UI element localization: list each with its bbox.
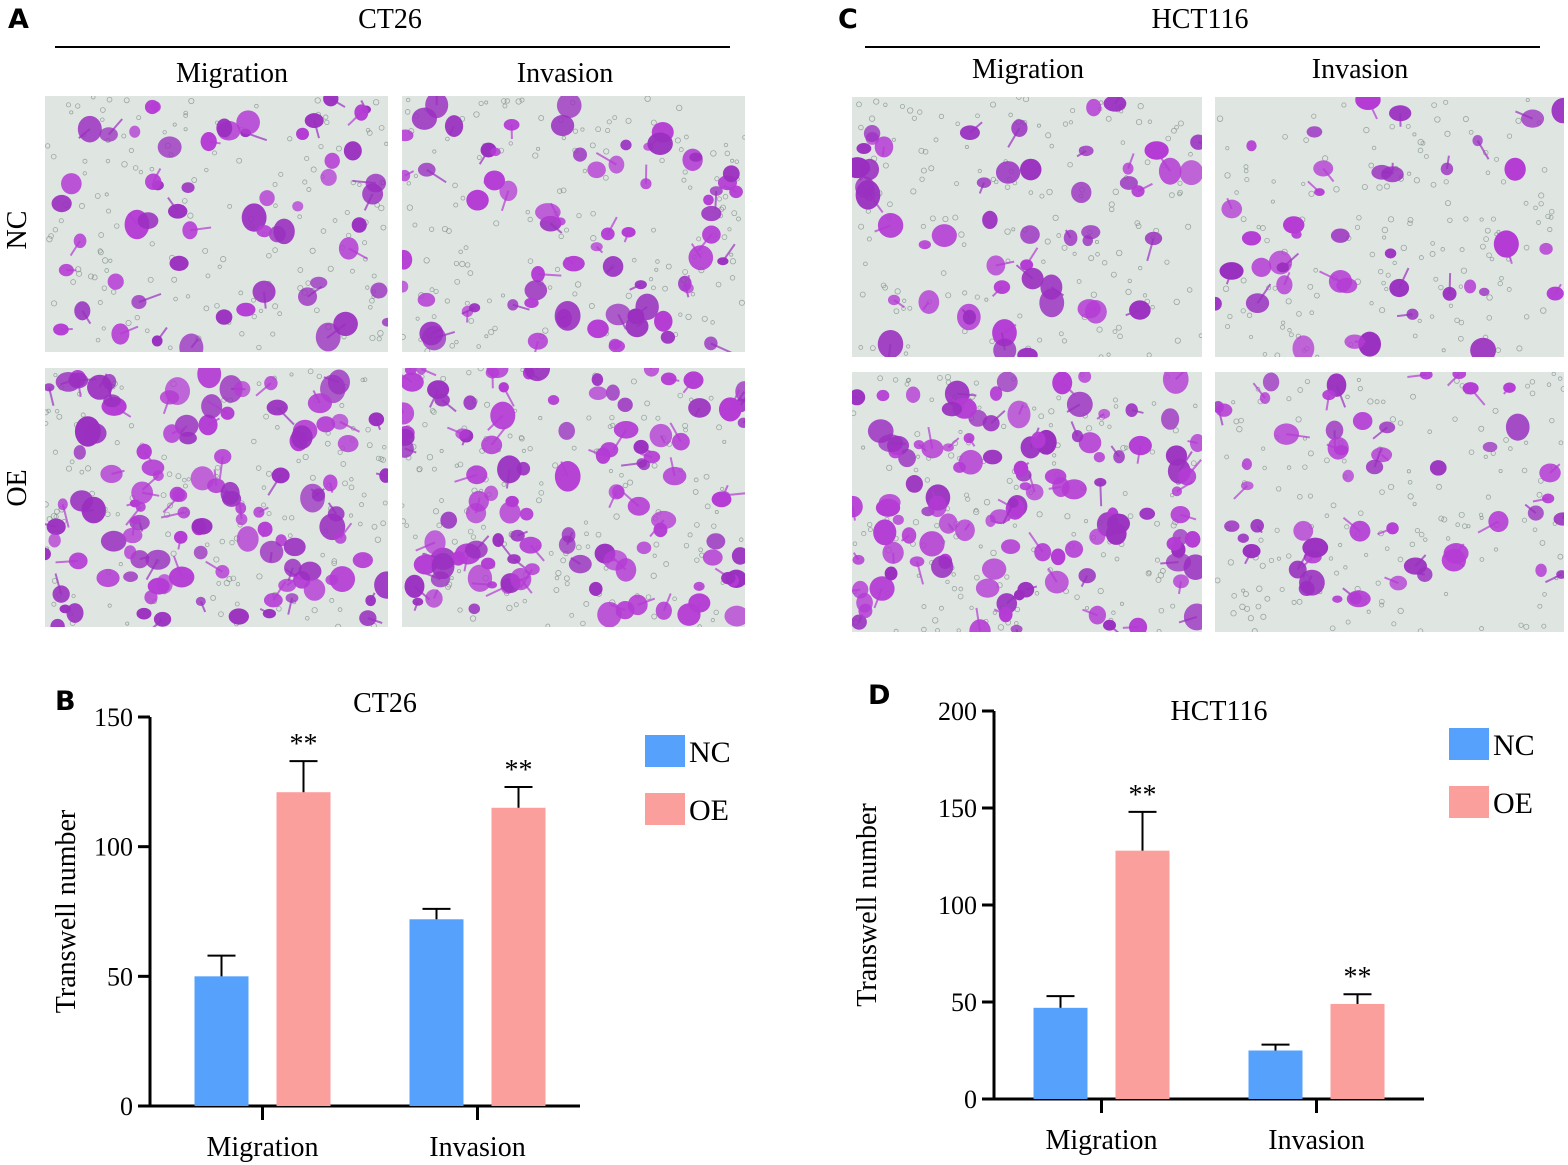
bar-oe — [492, 808, 546, 1106]
micrograph-a-nc-invasion — [402, 96, 745, 352]
panel-a-row-nc: NC — [2, 200, 34, 260]
panel-a-title: CT26 — [290, 4, 490, 36]
y-axis-label: Transwell number — [51, 809, 82, 1013]
significance-mark: ** — [505, 755, 533, 786]
legend-swatch-nc — [645, 735, 685, 767]
panel-c-col-invasion: Invasion — [1220, 54, 1500, 86]
panel-c-rule — [865, 46, 1540, 48]
y-tick-label: 0 — [120, 1092, 133, 1121]
panel-letter-a: A — [8, 4, 29, 35]
panel-a-rule — [55, 46, 730, 48]
micrograph-c-nc-migration — [852, 97, 1202, 357]
y-tick-label: 50 — [107, 962, 133, 991]
panel-letter-c: C — [838, 4, 858, 35]
micrograph-a-oe-migration — [45, 368, 388, 627]
chart-title: HCT116 — [1171, 696, 1268, 727]
micrograph-c-oe-invasion — [1215, 372, 1564, 632]
significance-mark: ** — [1129, 780, 1157, 811]
micrograph-c-nc-invasion — [1215, 97, 1564, 357]
panel-a-col-migration: Migration — [92, 58, 372, 90]
x-tick-label: Migration — [207, 1132, 319, 1163]
bar-nc — [410, 919, 464, 1106]
legend-label-oe: OE — [1493, 787, 1533, 820]
bar-oe — [277, 792, 331, 1106]
y-tick-label: 150 — [938, 794, 977, 823]
bar-oe — [1116, 851, 1170, 1099]
chart-b: CT26 Transwell number 0 50 100 150 Migration In… — [0, 650, 784, 1160]
chart-svg: HCT116 Transwell number 0 50 100 150 200 Migrat… — [784, 650, 1568, 1160]
legend-swatch-nc — [1449, 728, 1489, 760]
y-axis-label: Transwell number — [852, 803, 883, 1007]
legend-label-nc: NC — [1493, 729, 1535, 762]
legend-swatch-oe — [645, 793, 685, 825]
x-tick-label: Migration — [1046, 1125, 1158, 1156]
y-tick-label: 0 — [964, 1085, 977, 1114]
panel-a-row-oe: OE — [2, 458, 34, 518]
panel-c-title: HCT116 — [1100, 4, 1300, 36]
legend-label-oe: OE — [689, 794, 729, 827]
y-tick-label: 100 — [94, 833, 133, 862]
legend-label-nc: NC — [689, 736, 731, 769]
y-tick-label: 200 — [938, 697, 977, 726]
panel-a-col-invasion: Invasion — [425, 58, 705, 90]
micrograph-a-oe-invasion — [402, 368, 745, 627]
x-tick-label: Invasion — [1268, 1125, 1364, 1156]
chart-d: HCT116 Transwell number 0 50 100 150 200 Migrat… — [784, 650, 1568, 1160]
legend-swatch-oe — [1449, 786, 1489, 818]
bar-oe — [1331, 1004, 1385, 1099]
micrograph-a-nc-migration — [45, 96, 388, 352]
significance-mark: ** — [1344, 962, 1372, 993]
micrograph-c-oe-migration — [852, 372, 1202, 632]
panel-c-col-migration: Migration — [888, 54, 1168, 86]
bar-nc — [1249, 1051, 1303, 1100]
x-tick-label: Invasion — [429, 1132, 525, 1163]
y-tick-label: 150 — [94, 703, 133, 732]
y-tick-label: 100 — [938, 891, 977, 920]
bar-nc — [1034, 1008, 1088, 1099]
y-tick-label: 50 — [951, 988, 977, 1017]
chart-title: CT26 — [353, 688, 417, 719]
significance-mark: ** — [290, 729, 318, 760]
chart-svg: CT26 Transwell number 0 50 100 150 Migration In… — [0, 650, 784, 1160]
bar-nc — [195, 976, 249, 1106]
